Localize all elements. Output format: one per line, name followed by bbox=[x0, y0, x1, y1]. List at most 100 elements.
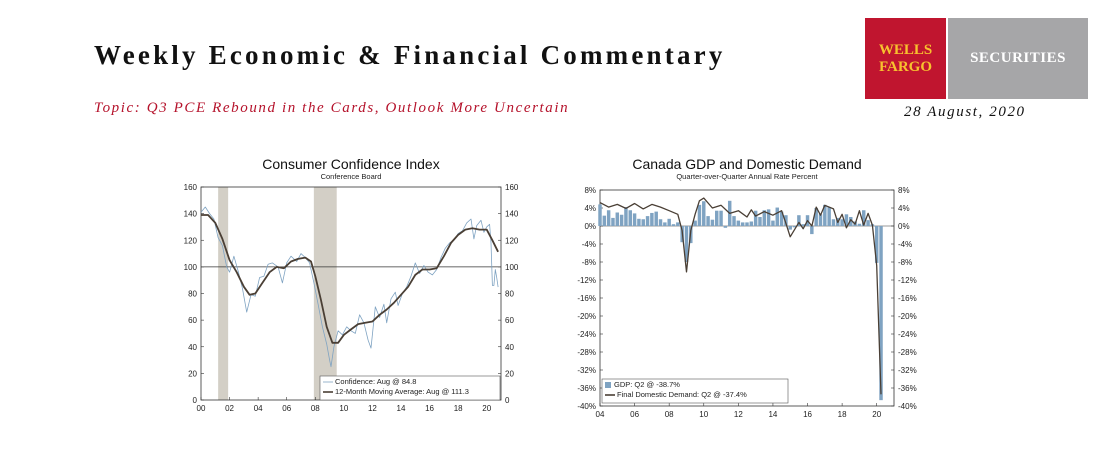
gdp-bar bbox=[745, 222, 749, 226]
gdp-bar bbox=[706, 216, 710, 226]
series-line bbox=[599, 197, 882, 395]
x-tick-label: 20 bbox=[482, 404, 491, 413]
gdp-bar bbox=[624, 207, 628, 226]
legend-label: 12-Month Moving Average: Aug @ 111.3 bbox=[335, 387, 469, 396]
gdp-bar bbox=[598, 204, 602, 226]
x-tick-label: 10 bbox=[699, 410, 708, 419]
x-tick-label: 04 bbox=[254, 404, 263, 413]
y-tick-label-left: -20% bbox=[577, 312, 596, 321]
report-title: Weekly Economic & Financial Commentary bbox=[94, 40, 726, 70]
y-tick-label-right: -40% bbox=[898, 402, 917, 411]
y-tick-label-right: 160 bbox=[505, 183, 519, 192]
gdp-bar bbox=[749, 221, 754, 226]
y-tick-label-left: 4% bbox=[584, 204, 596, 213]
report-topic: Topic: Q3 PCE Rebound in the Cards, Outl… bbox=[94, 100, 570, 116]
y-tick-label-right: 120 bbox=[505, 236, 519, 245]
x-tick-label: 18 bbox=[838, 410, 847, 419]
gdp-bar bbox=[779, 211, 784, 226]
gdp-bar bbox=[862, 210, 866, 226]
gdp-bar bbox=[797, 215, 801, 226]
gdp-bar bbox=[879, 226, 883, 401]
gdp-bar bbox=[702, 201, 706, 226]
gdp-bar bbox=[645, 216, 650, 226]
gdp-bar bbox=[810, 226, 814, 235]
y-tick-label-left: 0% bbox=[584, 222, 596, 231]
gdp-bar bbox=[857, 223, 862, 226]
y-tick-label-left: -28% bbox=[577, 348, 596, 357]
y-tick-label-left: 80 bbox=[188, 290, 197, 299]
gdp-bar bbox=[788, 226, 792, 230]
recession-band bbox=[218, 187, 229, 400]
x-tick-label: 08 bbox=[665, 410, 674, 419]
y-tick-label-right: 0 bbox=[505, 396, 510, 405]
chart-title: Canada GDP and Domestic Demand bbox=[632, 156, 861, 172]
legend-swatch bbox=[605, 382, 611, 388]
y-tick-label-right: -4% bbox=[898, 240, 912, 249]
y-tick-label-right: -8% bbox=[898, 258, 912, 267]
y-tick-label-left: -36% bbox=[577, 384, 596, 393]
gdp-bar bbox=[823, 204, 827, 226]
gdp-bar bbox=[849, 217, 853, 226]
x-tick-label: 04 bbox=[596, 410, 605, 419]
gdp-bar bbox=[758, 217, 762, 226]
y-tick-label-left: 100 bbox=[184, 263, 198, 272]
y-tick-label-right: -16% bbox=[898, 294, 917, 303]
chart-subtitle: Conference Board bbox=[321, 172, 382, 181]
y-tick-label-left: -4% bbox=[582, 240, 596, 249]
x-tick-label: 14 bbox=[397, 404, 406, 413]
x-tick-label: 08 bbox=[311, 404, 320, 413]
y-tick-label-right: 20 bbox=[505, 369, 514, 378]
gdp-bar bbox=[762, 210, 767, 226]
legend-label: Confidence: Aug @ 84.8 bbox=[335, 377, 416, 386]
y-tick-label-left: 60 bbox=[188, 316, 197, 325]
y-tick-label-right: -12% bbox=[898, 276, 917, 285]
gdp-bar bbox=[740, 222, 745, 226]
x-tick-label: 06 bbox=[630, 410, 639, 419]
gdp-bar bbox=[814, 208, 818, 226]
gdp-bar bbox=[844, 214, 849, 226]
series-line bbox=[201, 214, 499, 344]
report-date: 28 August, 2020 bbox=[904, 104, 1026, 120]
y-tick-label-right: -28% bbox=[898, 348, 917, 357]
x-tick-label: 12 bbox=[368, 404, 377, 413]
gdp-bar bbox=[632, 213, 637, 226]
y-tick-label-left: 120 bbox=[184, 236, 198, 245]
gdp-bar bbox=[766, 209, 771, 226]
gdp-bar bbox=[602, 215, 607, 226]
gdp-bar bbox=[874, 226, 879, 263]
gdp-bar bbox=[827, 207, 831, 226]
gdp-bar bbox=[715, 210, 719, 226]
y-tick-label-right: 8% bbox=[898, 186, 910, 195]
gdp-bar bbox=[723, 226, 728, 228]
y-tick-label-left: 0 bbox=[193, 396, 198, 405]
gdp-bar bbox=[637, 218, 641, 226]
gdp-bar bbox=[676, 222, 680, 226]
y-tick-label-right: -24% bbox=[898, 330, 917, 339]
y-tick-label-left: -16% bbox=[577, 294, 596, 303]
gdp-bar bbox=[650, 212, 654, 226]
gdp-bar bbox=[866, 220, 870, 226]
y-tick-label-right: -32% bbox=[898, 366, 917, 375]
y-tick-label-left: 140 bbox=[184, 210, 198, 219]
x-tick-label: 00 bbox=[197, 404, 206, 413]
y-tick-label-left: -8% bbox=[582, 258, 596, 267]
legend-box bbox=[601, 378, 789, 404]
gdp-bar bbox=[671, 224, 676, 226]
x-tick-label: 06 bbox=[282, 404, 291, 413]
chart-title: Consumer Confidence Index bbox=[262, 156, 439, 172]
gdp-bar bbox=[775, 207, 779, 226]
legend-box bbox=[319, 375, 501, 401]
x-tick-label: 14 bbox=[768, 410, 777, 419]
gdp-bar bbox=[641, 219, 645, 226]
y-tick-label-right: 80 bbox=[505, 290, 514, 299]
gdp-bar bbox=[818, 214, 823, 226]
gdp-bar bbox=[693, 220, 697, 226]
y-tick-label-right: 40 bbox=[505, 343, 514, 352]
gdp-bar bbox=[658, 219, 663, 226]
y-tick-label-left: -12% bbox=[577, 276, 596, 285]
gdp-bar bbox=[710, 219, 715, 226]
logo-line-2: FARGO bbox=[878, 58, 933, 75]
y-tick-label-left: -32% bbox=[577, 366, 596, 375]
gdp-bar bbox=[840, 219, 844, 226]
